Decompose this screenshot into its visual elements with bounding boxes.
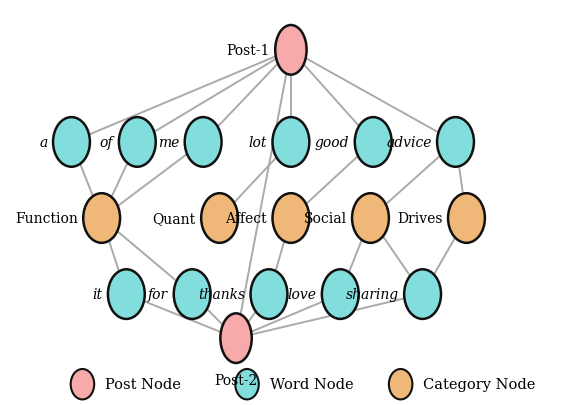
Text: it: it <box>92 288 102 301</box>
Text: Post-1: Post-1 <box>227 44 270 58</box>
Ellipse shape <box>355 118 392 167</box>
Text: Post Node: Post Node <box>105 377 181 391</box>
Text: me: me <box>158 136 179 149</box>
Text: Quant: Quant <box>153 211 196 226</box>
Ellipse shape <box>437 118 474 167</box>
Text: thanks: thanks <box>198 288 245 301</box>
Text: Category Node: Category Node <box>423 377 536 391</box>
Ellipse shape <box>220 313 252 363</box>
Ellipse shape <box>404 270 441 319</box>
Text: Social: Social <box>303 211 346 226</box>
Text: sharing: sharing <box>345 288 399 301</box>
Text: Affect: Affect <box>225 211 267 226</box>
Text: love: love <box>287 288 316 301</box>
Text: good: good <box>315 136 349 149</box>
Ellipse shape <box>389 369 412 399</box>
Ellipse shape <box>119 118 156 167</box>
Ellipse shape <box>273 194 310 243</box>
Text: lot: lot <box>249 136 267 149</box>
Ellipse shape <box>322 270 359 319</box>
Text: Drives: Drives <box>397 211 442 226</box>
Text: a: a <box>39 136 48 149</box>
Ellipse shape <box>53 118 90 167</box>
Text: Word Node: Word Node <box>270 377 353 391</box>
Ellipse shape <box>352 194 389 243</box>
Ellipse shape <box>174 270 211 319</box>
Ellipse shape <box>83 194 120 243</box>
Ellipse shape <box>108 270 145 319</box>
Ellipse shape <box>273 118 310 167</box>
Ellipse shape <box>250 270 287 319</box>
Ellipse shape <box>275 26 307 75</box>
Ellipse shape <box>185 118 222 167</box>
Text: Function: Function <box>15 211 78 226</box>
Text: Post-2: Post-2 <box>215 373 258 387</box>
Ellipse shape <box>201 194 238 243</box>
Ellipse shape <box>70 369 94 399</box>
Ellipse shape <box>235 369 259 399</box>
Text: advice: advice <box>386 136 432 149</box>
Text: for: for <box>148 288 168 301</box>
Text: of: of <box>100 136 114 149</box>
Ellipse shape <box>448 194 485 243</box>
